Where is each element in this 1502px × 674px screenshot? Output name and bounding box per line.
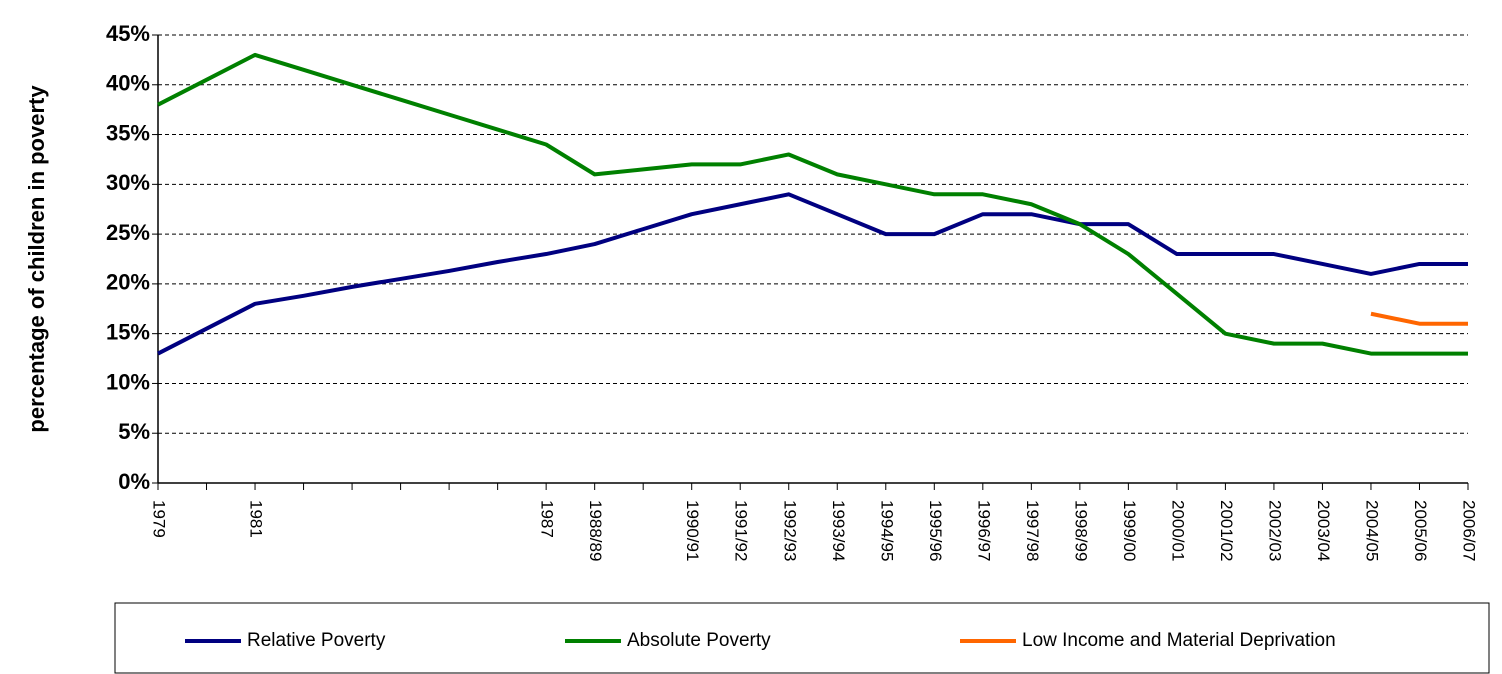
x-tick-label: 2003/04 [1314,500,1333,561]
x-tick-label: 1993/94 [829,500,848,561]
x-tick-label: 1991/92 [732,500,751,561]
x-tick-label: 1996/97 [974,500,993,561]
y-axis-title: percentage of children in poverty [24,85,49,433]
y-tick-label: 15% [106,319,150,344]
y-tick-label: 10% [106,369,150,394]
y-tick-label: 0% [118,469,150,494]
series-line [1370,311,1468,326]
x-tick-label: 1995/96 [926,500,945,561]
x-tick-label: 1998/99 [1071,500,1090,561]
y-tick-label: 5% [118,419,150,444]
x-tick-label: 2000/01 [1168,500,1187,561]
x-tick-label: 1988/89 [586,500,605,561]
x-tick-label: 2006/07 [1460,500,1479,561]
y-tick-label: 25% [106,220,150,245]
y-tick-label: 45% [106,21,150,46]
y-tick-label: 35% [106,120,150,145]
y-tick-label: 30% [106,170,150,195]
series-line [157,192,1468,356]
x-tick-label: 1999/00 [1120,500,1139,561]
x-tick-label: 2004/05 [1362,500,1381,561]
x-tick-label: 1992/93 [780,500,799,561]
x-tick-label: 1990/91 [683,500,702,561]
x-tick-label: 1997/98 [1023,500,1042,561]
legend-label: Low Income and Material Deprivation [1022,630,1336,651]
y-tick-label: 40% [106,71,150,96]
y-tick-label: 20% [106,270,150,295]
legend-label: Relative Poverty [247,630,386,651]
x-tick-label: 1994/95 [877,500,896,561]
x-tick-label: 1987 [538,500,557,538]
legend-label: Absolute Poverty [627,630,771,651]
series-line [157,52,1468,356]
x-tick-label: 2005/06 [1411,500,1430,561]
x-tick-label: 2002/03 [1265,500,1284,561]
x-tick-label: 1981 [247,500,266,538]
legend-box [114,602,1490,674]
x-tick-label: 2001/02 [1217,500,1236,561]
x-tick-label: 1979 [150,500,169,538]
